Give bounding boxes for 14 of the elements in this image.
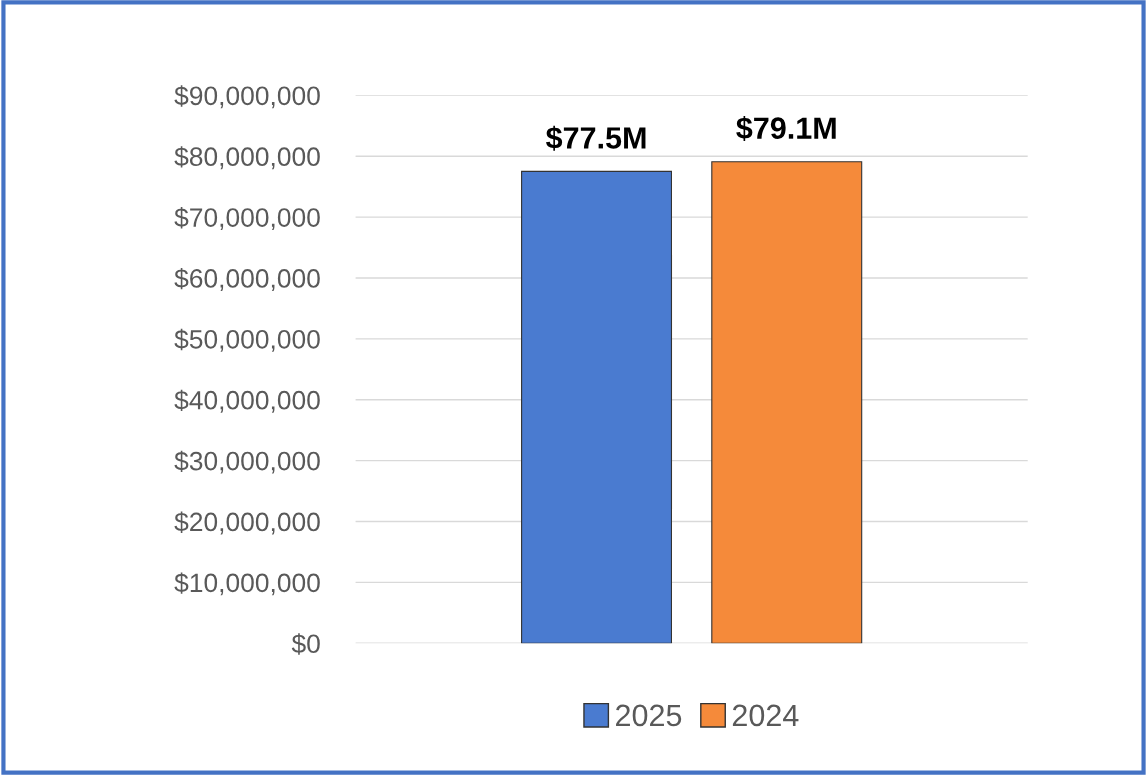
y-tick-label: $90,000,000 <box>174 85 320 109</box>
y-tick-label: $50,000,000 <box>174 328 320 352</box>
y-tick-label: $10,000,000 <box>174 572 320 596</box>
data-label: $77.5M <box>545 125 646 151</box>
y-tick-label: $20,000,000 <box>174 511 320 535</box>
y-tick-label: $80,000,000 <box>174 146 320 170</box>
y-tick-label: $30,000,000 <box>174 450 320 474</box>
y-tick-label: $40,000,000 <box>174 389 320 413</box>
legend-label: 2024 <box>732 704 799 727</box>
data-label: $79.1M <box>736 116 836 141</box>
legend-label: 2025 <box>616 704 682 727</box>
y-tick-label: $60,000,000 <box>174 267 320 291</box>
y-tick-label: $0 <box>291 633 320 655</box>
y-tick-label: $70,000,000 <box>174 207 320 231</box>
